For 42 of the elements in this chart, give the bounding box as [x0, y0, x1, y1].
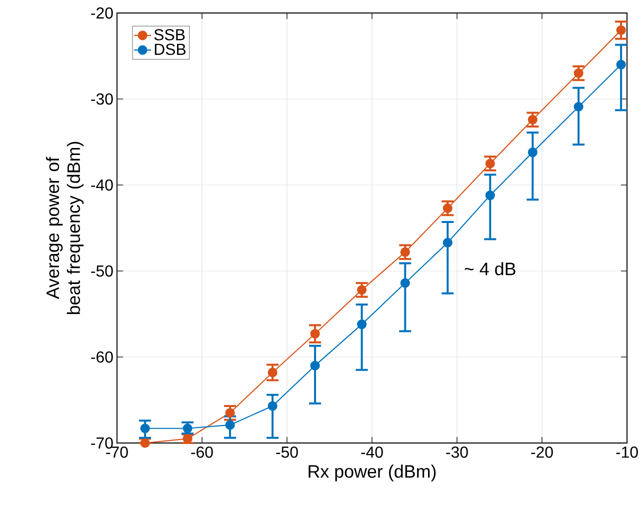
point: [528, 114, 538, 124]
point: [140, 424, 150, 434]
x-tick-label: -10: [616, 446, 638, 458]
x-axis-title: Rx power (dBm): [308, 464, 436, 482]
x-tick-label: -40: [361, 446, 383, 458]
legend-label: SSB: [154, 29, 185, 40]
point: [574, 102, 584, 112]
x-tick-label: -50: [276, 446, 298, 458]
point: [616, 60, 626, 70]
x-tick-label: -70: [106, 446, 128, 458]
point: [357, 320, 367, 330]
point: [400, 278, 410, 288]
point: [616, 25, 626, 35]
y-tick-label: -60: [91, 351, 113, 363]
x-tick-label: -30: [446, 446, 468, 458]
point: [182, 434, 192, 444]
y-tick-label: -70: [91, 437, 113, 449]
point: [268, 401, 278, 411]
point: [485, 158, 495, 168]
point: [485, 190, 495, 200]
y-tick-label: -20: [91, 7, 113, 19]
x-tick-label: -60: [191, 446, 213, 458]
point: [182, 424, 192, 434]
point: [310, 328, 320, 339]
legend-label: DSB: [154, 44, 186, 55]
point: [140, 438, 150, 448]
point: [225, 420, 235, 430]
point: [528, 148, 538, 158]
point: [400, 247, 410, 257]
y-axis-title: Average power of beat frequency (dBm): [46, 142, 84, 314]
point: [357, 285, 367, 295]
x-tick-label: -20: [531, 446, 553, 458]
point: [268, 368, 278, 378]
point: [442, 203, 452, 214]
y-tick-label: -30: [91, 93, 113, 105]
point: [310, 360, 320, 370]
y-tick-label: -50: [91, 265, 113, 277]
point: [442, 238, 452, 248]
annotation: ~ 4 dB: [464, 262, 516, 276]
point: [225, 408, 235, 418]
point: [574, 68, 584, 78]
y-tick-label: -40: [91, 179, 113, 191]
